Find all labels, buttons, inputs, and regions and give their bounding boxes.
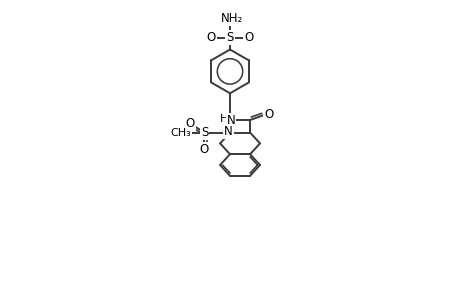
- Text: O: O: [244, 31, 253, 44]
- Text: N: N: [226, 114, 235, 127]
- Text: O: O: [206, 31, 215, 44]
- Text: N: N: [224, 125, 232, 138]
- Text: O: O: [185, 117, 194, 130]
- Text: O: O: [264, 107, 273, 121]
- Text: S: S: [201, 126, 208, 139]
- Text: NH₂: NH₂: [220, 11, 242, 25]
- Text: CH₃: CH₃: [170, 128, 190, 138]
- Text: O: O: [200, 143, 209, 156]
- Text: H: H: [220, 114, 228, 124]
- Text: S: S: [226, 31, 233, 44]
